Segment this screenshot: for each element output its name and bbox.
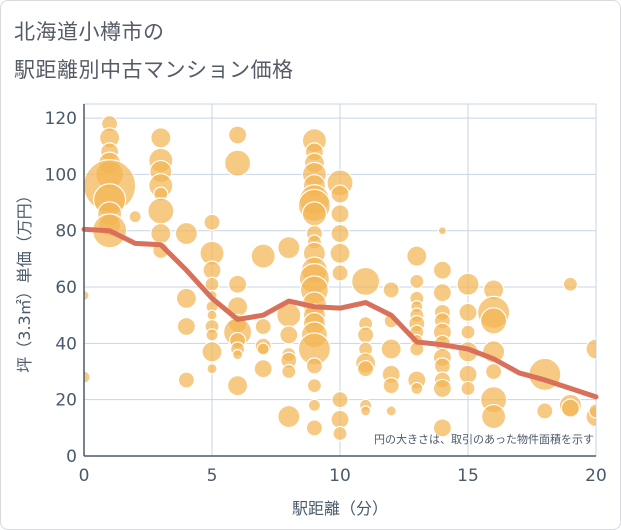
y-tick-label: 40 <box>55 334 77 354</box>
bubble-point <box>458 302 478 322</box>
bubble-point <box>380 338 402 360</box>
chart-title-line-2: 駅距離別中古マンション価格 <box>14 58 294 82</box>
bubble-point <box>382 281 400 299</box>
bubble-point <box>128 210 142 224</box>
bubble-point <box>432 418 452 438</box>
bubble-point <box>332 425 348 442</box>
trend-series <box>81 226 599 400</box>
bubble-point <box>253 359 273 379</box>
bubble-point <box>456 272 480 296</box>
bubble-point <box>174 221 198 246</box>
bubble-point <box>480 307 508 335</box>
bubble-point <box>305 357 323 375</box>
bubble-point <box>357 360 375 378</box>
bubble-point <box>250 243 276 269</box>
bubble-point <box>460 380 476 397</box>
bubble-point <box>331 264 349 282</box>
trend-line <box>81 226 599 400</box>
bubble-point <box>254 317 272 336</box>
x-tick-label: 10 <box>329 466 351 486</box>
bubble-point <box>307 398 321 412</box>
x-tick-label: 20 <box>585 466 607 486</box>
bubble-point <box>306 378 322 394</box>
bubble-point <box>585 338 596 360</box>
bubble-point <box>330 204 350 224</box>
y-tick-label: 20 <box>55 391 77 411</box>
bubble-point <box>460 324 476 340</box>
bubble-point <box>206 363 218 375</box>
bubble-point <box>203 213 221 231</box>
x-tick-label: 0 <box>79 466 90 486</box>
bubble-point <box>329 242 351 264</box>
bubble-point <box>409 273 425 290</box>
bubble-series <box>84 115 596 442</box>
bubble-point <box>175 287 197 309</box>
bubble-point <box>385 405 397 417</box>
bubble-point <box>351 266 381 297</box>
bubble-point <box>206 309 218 321</box>
bubble-point <box>458 364 478 384</box>
bubble-point <box>406 245 428 267</box>
bubble-point <box>588 403 596 419</box>
bubble-point <box>437 226 447 236</box>
bubble-point <box>560 398 581 418</box>
bubble-point <box>331 391 349 409</box>
y-axis-title: 坪（3.3㎡）単価（万円） <box>15 187 34 372</box>
bubble-point <box>432 260 452 280</box>
bubble-point <box>301 201 327 227</box>
bubble-point <box>201 341 223 363</box>
bubble-point <box>536 402 554 420</box>
x-axis-title: 駅距離（分） <box>292 499 388 518</box>
bubble-point <box>410 381 424 396</box>
bubble-point <box>232 349 244 361</box>
y-tick-label: 80 <box>55 222 77 242</box>
bubble-point <box>202 260 222 280</box>
x-tick-label: 5 <box>207 466 218 486</box>
bubble-point <box>277 236 301 260</box>
bubble-point <box>562 276 579 292</box>
y-tick-label: 60 <box>55 278 77 298</box>
bubble-point <box>177 371 195 389</box>
bubble-point <box>150 222 172 245</box>
bubble-point <box>330 223 350 244</box>
bubble-point <box>485 362 503 381</box>
bubble-point <box>84 370 91 384</box>
bubble-point <box>176 316 196 337</box>
chart-title-line-1: 北海道小樽市の <box>14 20 165 44</box>
bubble-point <box>481 403 507 430</box>
bubble-point <box>205 328 219 342</box>
y-tick-label: 0 <box>66 447 77 467</box>
bubble-point <box>224 149 252 177</box>
bubble-point <box>432 378 452 399</box>
bubble-point <box>256 342 270 356</box>
bubble-point <box>204 276 220 292</box>
bubble-point <box>330 409 350 429</box>
bubble-point <box>382 377 400 395</box>
size-annotation: 円の大きさは、取引のあった物件面積を示す <box>374 432 594 446</box>
bubble-point <box>228 274 248 294</box>
bubble-point <box>279 325 299 345</box>
bubble-point <box>357 326 375 344</box>
bubble-point <box>150 127 172 149</box>
bubble-point <box>360 405 372 417</box>
bubble-point <box>432 283 452 303</box>
y-tick-label: 120 <box>45 109 77 129</box>
bubble-point <box>330 184 350 204</box>
x-tick-label: 15 <box>457 466 479 486</box>
bubble-point <box>147 197 175 225</box>
y-tick-label: 100 <box>45 165 77 185</box>
bubble-point <box>305 419 323 437</box>
axes: 0 5 10 15 20 0 20 40 60 80 100 120 <box>45 104 607 486</box>
bubble-point <box>277 404 301 429</box>
bubble-point <box>84 289 90 302</box>
bubble-point <box>281 363 297 380</box>
bubble-point <box>228 125 248 145</box>
bubble-point <box>227 375 249 397</box>
